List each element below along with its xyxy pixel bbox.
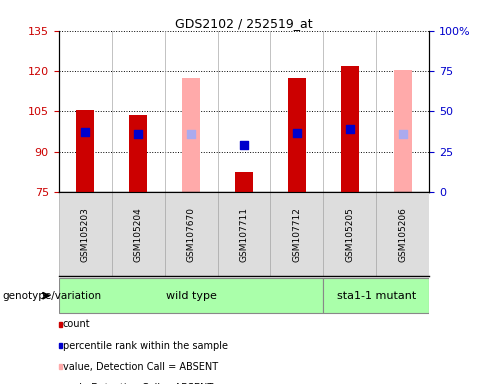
Text: rank, Detection Call = ABSENT: rank, Detection Call = ABSENT (62, 383, 213, 384)
Bar (341, 66, 359, 192)
Bar (164, 192, 218, 276)
Text: GSM107670: GSM107670 (186, 207, 196, 262)
Text: genotype/variation: genotype/variation (2, 291, 102, 301)
Point (346, 126, 354, 132)
Point (134, 131, 142, 137)
Text: sta1-1 mutant: sta1-1 mutant (337, 291, 416, 301)
Text: percentile rank within the sample: percentile rank within the sample (62, 341, 228, 351)
Point (399, 131, 407, 137)
Bar (288, 78, 306, 192)
Point (240, 142, 248, 148)
Bar (218, 192, 270, 276)
Bar (182, 78, 200, 192)
Text: GSM105205: GSM105205 (346, 207, 354, 262)
Bar (59, 192, 112, 276)
Bar (394, 70, 412, 192)
Bar (112, 192, 164, 276)
Text: GSM107712: GSM107712 (292, 207, 302, 262)
Point (187, 131, 195, 137)
Text: GSM107711: GSM107711 (240, 207, 248, 262)
Point (293, 130, 301, 136)
Text: GSM105203: GSM105203 (81, 207, 90, 262)
Text: value, Detection Call = ABSENT: value, Detection Call = ABSENT (62, 362, 218, 372)
Bar (270, 192, 324, 276)
Bar (324, 278, 429, 313)
Text: count: count (62, 319, 90, 329)
Text: wild type: wild type (165, 291, 217, 301)
Text: GSM105206: GSM105206 (398, 207, 407, 262)
Bar (376, 192, 429, 276)
Bar (59, 278, 324, 313)
Title: GDS2102 / 252519_at: GDS2102 / 252519_at (175, 17, 313, 30)
Bar (76, 110, 94, 192)
Point (81, 128, 89, 135)
Bar (235, 172, 253, 192)
Bar (129, 115, 147, 192)
Bar (324, 192, 376, 276)
Text: GSM105204: GSM105204 (134, 207, 142, 262)
